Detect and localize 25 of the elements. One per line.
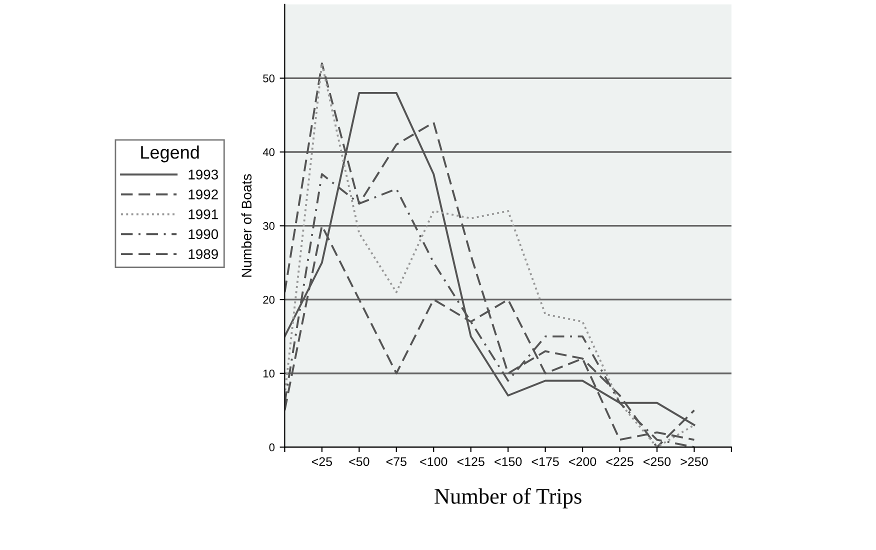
y-axis-title: Number of Boats bbox=[241, 174, 252, 277]
x-tick-label: >250 bbox=[680, 457, 708, 466]
y-tick-label: 50 bbox=[263, 74, 275, 82]
x-tick-label: <100 bbox=[420, 457, 448, 466]
y-tick-label: 30 bbox=[263, 222, 275, 230]
y-tick-label: 40 bbox=[262, 148, 275, 156]
x-tick-label: <125 bbox=[457, 457, 484, 466]
y-tick-label: 0 bbox=[269, 443, 275, 452]
x-tick-label: <200 bbox=[569, 457, 596, 466]
y-tick-label: 10 bbox=[263, 370, 275, 378]
x-tick-label: <75 bbox=[386, 457, 406, 466]
legend-title: Legend bbox=[141, 145, 199, 162]
x-tick-label: <50 bbox=[349, 457, 370, 466]
x-tick-label: <150 bbox=[494, 457, 522, 466]
x-tick-label: <175 bbox=[532, 457, 559, 466]
x-tick-label: <25 bbox=[312, 457, 332, 466]
x-tick-label: <225 bbox=[606, 457, 634, 466]
y-tick-label: 20 bbox=[263, 296, 275, 304]
legend-label: 1990 bbox=[188, 229, 218, 240]
legend-label: 1991 bbox=[188, 209, 218, 220]
legend-label: 1993 bbox=[188, 170, 218, 180]
x-tick-label: <250 bbox=[644, 457, 671, 466]
legend-label: 1992 bbox=[188, 190, 218, 200]
x-axis-title: Number of Trips bbox=[434, 488, 582, 508]
legend-label: 1989 bbox=[188, 249, 218, 260]
